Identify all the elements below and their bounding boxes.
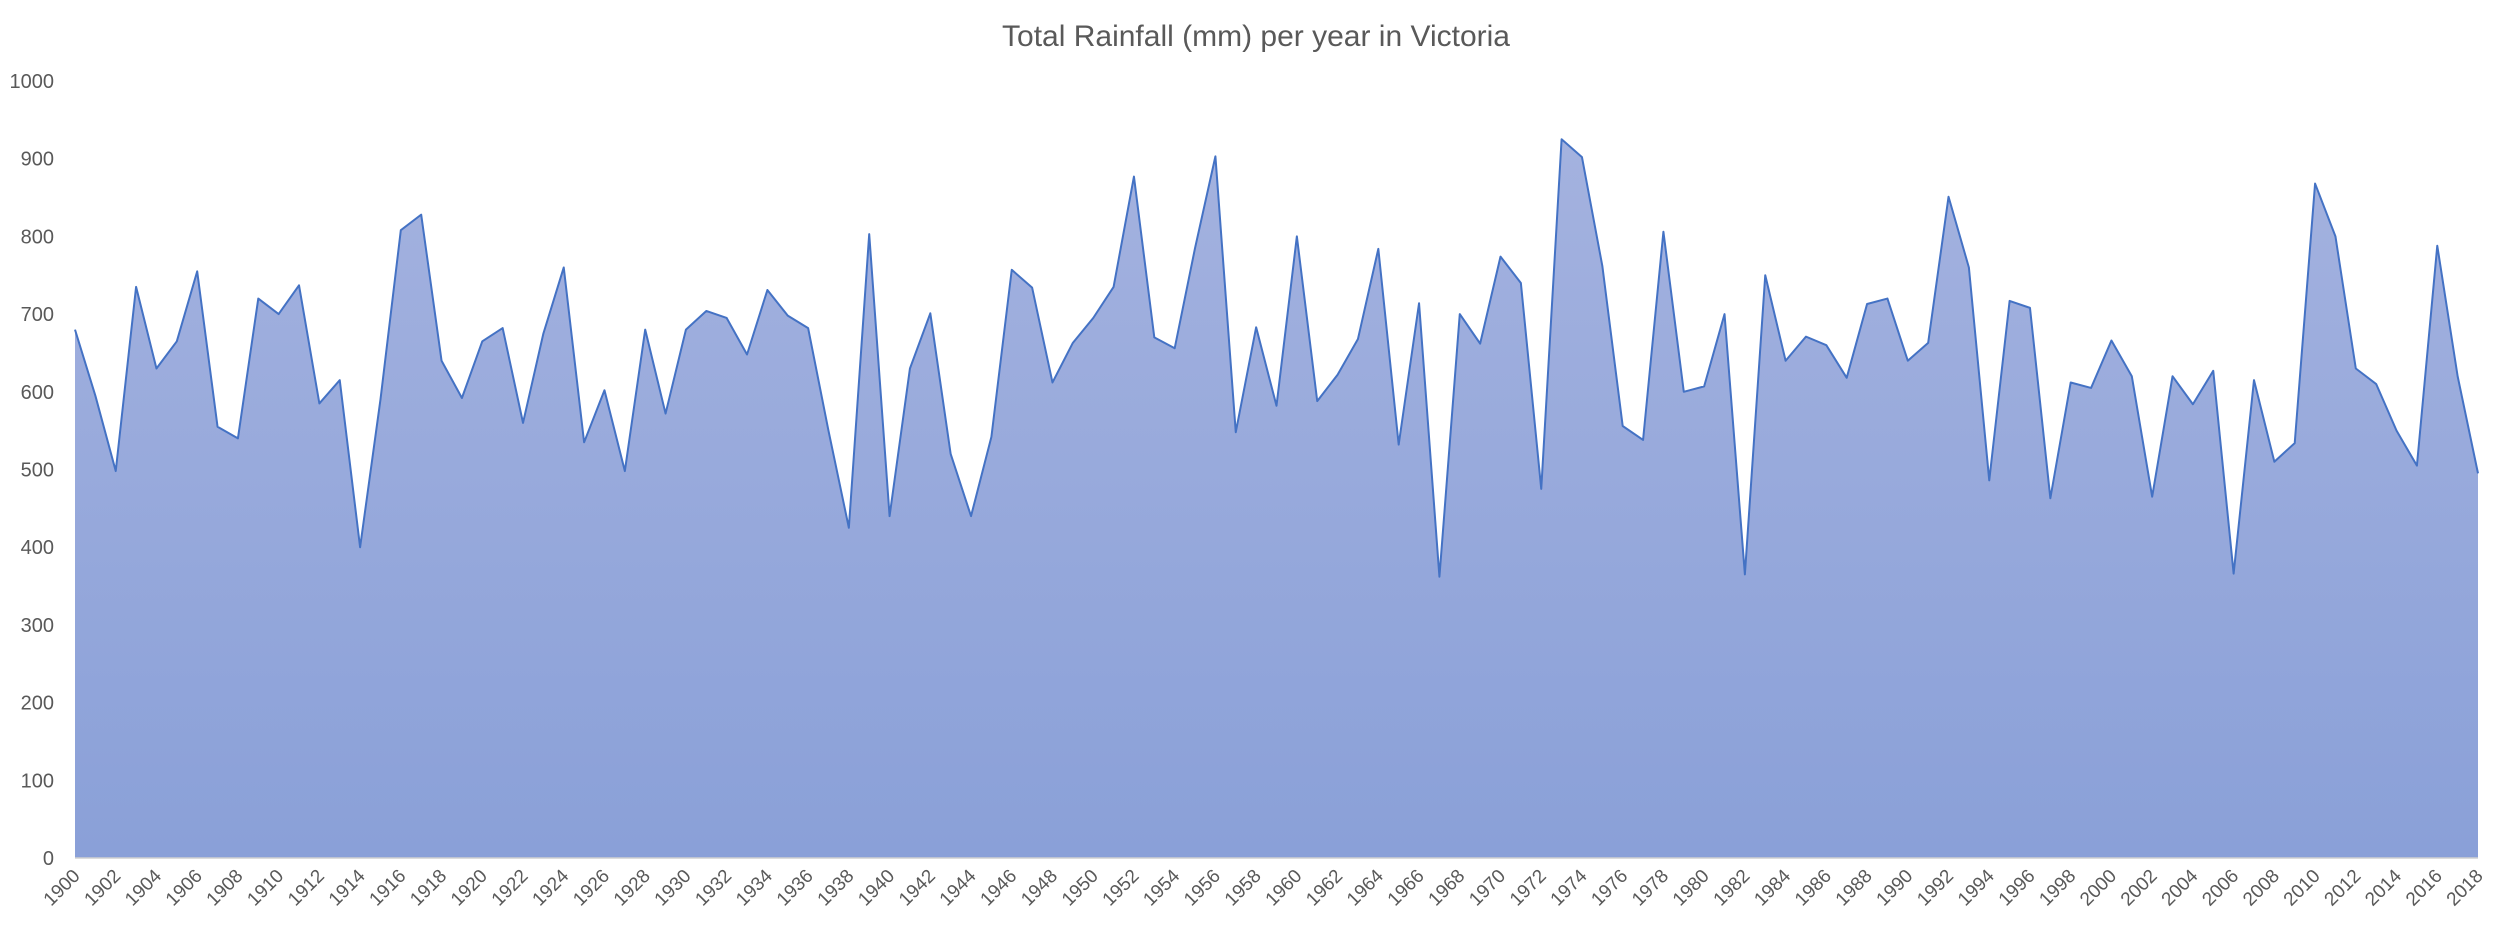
y-tick-label: 200 [21, 693, 54, 715]
y-tick-label: 600 [21, 382, 54, 404]
y-tick-label: 0 [43, 848, 54, 870]
x-tick-label: 1996 [1995, 866, 2040, 911]
x-tick-label: 1948 [1017, 866, 1062, 911]
x-tick-label: 1928 [610, 866, 655, 911]
x-tick-label: 1990 [1873, 866, 1918, 911]
x-tick-label: 1982 [1710, 866, 1755, 911]
x-tick-label: 2002 [2117, 866, 2162, 911]
chart-title: Total Rainfall (mm) per year in Victoria [1002, 20, 1510, 53]
x-tick-label: 1954 [1139, 865, 1184, 910]
x-tick-label: 1986 [1791, 866, 1836, 911]
x-tick-label: 1978 [1628, 866, 1673, 911]
x-tick-label: 1938 [814, 866, 859, 911]
x-tick-label: 1970 [1465, 866, 1510, 911]
x-tick-label: 1960 [1262, 866, 1307, 911]
x-tick-label: 1964 [1343, 865, 1388, 910]
x-tick-label: 1966 [1384, 866, 1429, 911]
x-tick-label: 1952 [1099, 866, 1144, 911]
x-tick-label: 1924 [529, 865, 574, 910]
x-tick-label: 2000 [2076, 866, 2121, 911]
x-tick-label: 1916 [366, 866, 411, 911]
x-tick-label: 1932 [691, 866, 736, 911]
y-tick-label: 800 [21, 226, 54, 248]
x-tick-label: 1918 [406, 866, 451, 911]
x-tick-label: 1940 [854, 866, 899, 911]
x-axis-tick-labels: 1900190219041906190819101912191419161918… [40, 865, 2488, 910]
x-tick-label: 1936 [773, 866, 818, 911]
x-tick-label: 1950 [1058, 866, 1103, 911]
x-tick-label: 1914 [325, 865, 370, 910]
x-tick-label: 2010 [2280, 866, 2325, 911]
x-tick-label: 1984 [1750, 865, 1795, 910]
x-tick-label: 1942 [895, 866, 940, 911]
x-tick-label: 1994 [1954, 865, 1999, 910]
x-tick-label: 1968 [1425, 866, 1470, 911]
x-tick-label: 1926 [569, 866, 614, 911]
y-tick-label: 900 [21, 149, 54, 171]
x-tick-label: 1912 [284, 866, 329, 911]
x-tick-label: 1930 [651, 866, 696, 911]
y-tick-label: 500 [21, 460, 54, 482]
x-tick-label: 2006 [2198, 866, 2243, 911]
x-tick-label: 2012 [2321, 866, 2366, 911]
y-tick-label: 100 [21, 770, 54, 792]
x-tick-label: 2004 [2158, 865, 2203, 910]
rainfall-series-line [74, 138, 2479, 578]
x-tick-label: 1934 [732, 865, 777, 910]
x-tick-label: 1902 [81, 866, 126, 911]
rainfall-area [75, 139, 2478, 858]
x-tick-label: 2014 [2361, 865, 2406, 910]
x-tick-label: 1906 [162, 866, 207, 911]
x-tick-label: 1904 [121, 865, 166, 910]
x-tick-label: 1900 [40, 866, 85, 911]
x-tick-label: 1972 [1506, 866, 1551, 911]
y-tick-label: 300 [21, 615, 54, 637]
x-tick-label: 1992 [1913, 866, 1958, 911]
x-tick-label: 1988 [1832, 866, 1877, 911]
x-tick-label: 1946 [977, 866, 1022, 911]
x-tick-label: 1998 [2036, 866, 2081, 911]
x-tick-label: 2016 [2402, 866, 2447, 911]
x-tick-label: 1956 [1180, 866, 1225, 911]
x-tick-label: 1962 [1302, 866, 1347, 911]
y-tick-label: 700 [21, 304, 54, 326]
x-tick-label: 2008 [2239, 866, 2284, 911]
y-tick-label: 400 [21, 537, 54, 559]
x-tick-label: 1920 [447, 866, 492, 911]
x-tick-label: 1976 [1587, 866, 1632, 911]
x-tick-label: 1958 [1221, 866, 1266, 911]
x-tick-label: 1922 [488, 866, 533, 911]
x-tick-label: 1980 [1669, 866, 1714, 911]
y-axis-tick-labels: 0 100 200 300 400 500 600 700 800 900 1000 [10, 71, 55, 870]
x-tick-label: 1908 [203, 866, 248, 911]
x-tick-label: 2018 [2443, 866, 2488, 911]
x-tick-label: 1944 [936, 865, 981, 910]
x-tick-label: 1910 [243, 866, 288, 911]
y-tick-label: 1000 [10, 71, 55, 93]
x-tick-label: 1974 [1547, 865, 1592, 910]
